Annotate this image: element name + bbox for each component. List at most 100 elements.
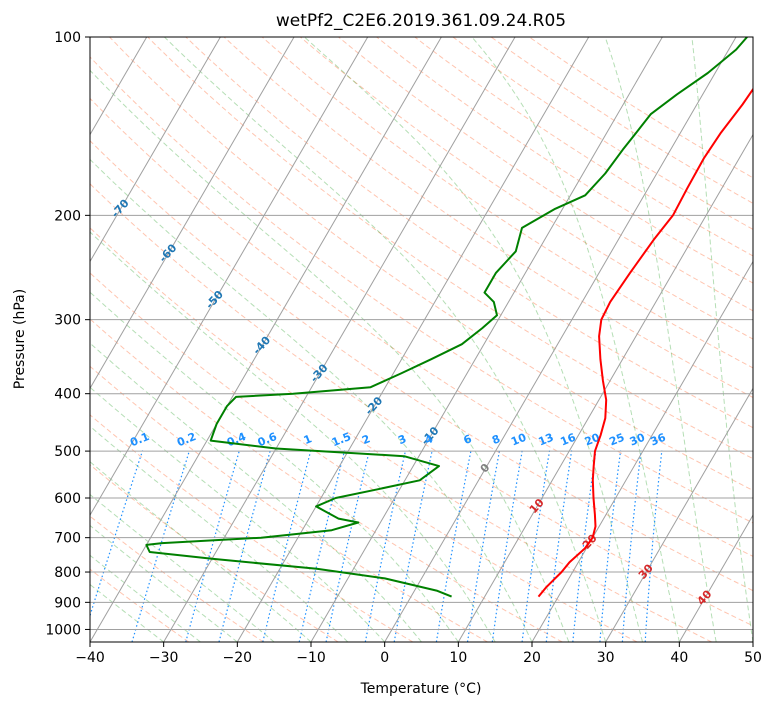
isotherm-line bbox=[163, 37, 516, 642]
mixing-ratio-line bbox=[521, 450, 551, 642]
y-tick-label: 1000 bbox=[45, 622, 81, 638]
isobars bbox=[90, 37, 753, 630]
dry-adiabat-line bbox=[490, 37, 753, 204]
dry-adiabat-line bbox=[147, 37, 753, 460]
dry-adiabat-line bbox=[90, 140, 753, 592]
x-tick-label: −20 bbox=[223, 650, 253, 666]
dry-adiabat-line bbox=[109, 37, 753, 492]
mixing-ratio-lines bbox=[90, 450, 663, 642]
mixing-ratio-line bbox=[131, 450, 191, 642]
mixing-ratio-label: 1 bbox=[302, 432, 314, 447]
dry-adiabat-line bbox=[90, 318, 563, 642]
moist-adiabat-line bbox=[164, 37, 607, 642]
x-tick-label: 10 bbox=[449, 650, 467, 666]
moist-adiabat-line bbox=[90, 231, 496, 642]
y-axis-label: Pressure (hPa) bbox=[12, 289, 28, 389]
plot-frame bbox=[89, 36, 754, 643]
chart-title: wetPf2_C2E6.2019.361.09.24.R05 bbox=[276, 11, 566, 31]
mixing-ratio-line bbox=[572, 450, 597, 642]
isotherm-line bbox=[678, 514, 753, 642]
mixing-ratio-label: 16 bbox=[559, 431, 578, 449]
moist-adiabat-line bbox=[691, 37, 753, 642]
x-tick-label: 0 bbox=[380, 650, 389, 666]
isotherm-line bbox=[605, 387, 753, 642]
dry-adiabat-line bbox=[90, 272, 638, 642]
mixing-ratio-line bbox=[644, 450, 663, 642]
y-tick-label: 200 bbox=[54, 208, 81, 224]
isotherm-line bbox=[90, 37, 442, 642]
isotherm-line bbox=[90, 37, 221, 263]
dry-adiabat-line bbox=[261, 37, 753, 369]
isotherm-line bbox=[90, 37, 295, 390]
mixing-ratio-line bbox=[599, 450, 622, 642]
moist-adiabat-line bbox=[90, 69, 570, 642]
moist-adiabat-line bbox=[604, 37, 717, 642]
mixing-ratio-line bbox=[621, 450, 642, 642]
mixing-ratio-line bbox=[262, 450, 312, 642]
mixing-ratio-label: 2 bbox=[360, 432, 372, 447]
moist-adiabat-line bbox=[90, 158, 533, 642]
dry-adiabat-line bbox=[338, 37, 753, 312]
mixing-ratio-line bbox=[325, 450, 370, 642]
mixing-ratio-label: 13 bbox=[536, 431, 555, 449]
temperature-profile-line bbox=[537, 87, 753, 598]
y-tick-label: 900 bbox=[54, 595, 81, 611]
profile-series bbox=[145, 37, 753, 598]
dry-adiabat-line bbox=[223, 37, 753, 399]
isotherm-line bbox=[457, 133, 753, 642]
x-axis-label: Temperature (°C) bbox=[360, 681, 482, 697]
x-tick-label: 20 bbox=[523, 650, 541, 666]
mixing-ratio-label: 25 bbox=[607, 431, 626, 449]
y-tick-label: 800 bbox=[54, 565, 81, 581]
x-tick-label: 40 bbox=[670, 650, 688, 666]
x-tick-label: −10 bbox=[296, 650, 326, 666]
dry-adiabat-line bbox=[90, 97, 753, 557]
isotherm-line bbox=[90, 37, 369, 517]
mixing-ratio-line bbox=[185, 450, 240, 642]
y-tick-label: 400 bbox=[54, 387, 81, 403]
moist-adiabat-line bbox=[90, 583, 164, 642]
dewpoint-profile-line bbox=[145, 37, 748, 598]
y-tick-label: 500 bbox=[54, 444, 81, 460]
x-axis: −40 −30 −20 −10 0 10 20 30 40 50 bbox=[75, 642, 762, 666]
y-tick-label: 300 bbox=[54, 313, 81, 329]
dry-adiabat-line bbox=[90, 414, 414, 642]
mixing-ratio-line bbox=[435, 450, 472, 642]
mixing-ratio-label: 8 bbox=[490, 432, 502, 447]
mixing-ratio-label: 10 bbox=[509, 431, 528, 449]
isotherms bbox=[90, 37, 753, 642]
moist-adiabat-line bbox=[90, 291, 459, 642]
dry-adiabat-line bbox=[452, 37, 753, 230]
dry-adiabat-line bbox=[90, 227, 712, 642]
moist-adiabat-line bbox=[90, 342, 422, 642]
mixing-ratio-line bbox=[491, 450, 523, 642]
x-tick-label: 30 bbox=[597, 650, 615, 666]
x-tick-label: −30 bbox=[149, 650, 179, 666]
isotherm-line bbox=[384, 37, 737, 642]
mixing-ratio-line bbox=[90, 450, 144, 618]
mixing-ratio-line bbox=[298, 450, 346, 642]
mixing-ratio-label: 36 bbox=[649, 431, 668, 449]
y-tick-label: 100 bbox=[54, 30, 81, 46]
mixing-ratio-line bbox=[393, 450, 433, 642]
mixing-ratio-label: 30 bbox=[628, 431, 647, 449]
plot-area: -100-90-80-70-60-50-40-30-20-10010203040… bbox=[90, 37, 753, 642]
isotherm-line bbox=[310, 37, 663, 642]
moist-adiabat-line bbox=[90, 386, 386, 642]
dry-adiabat-line bbox=[90, 56, 753, 524]
dry-adiabat-line bbox=[185, 37, 753, 429]
mixing-ratio-line bbox=[466, 450, 501, 642]
mixing-ratio-label: 3 bbox=[396, 432, 408, 447]
y-axis: 100 200 300 400 500 600 700 800 900 1000 bbox=[45, 30, 90, 638]
y-tick-label: 600 bbox=[54, 491, 81, 507]
isotherm-line bbox=[236, 37, 590, 642]
y-tick-label: 700 bbox=[54, 531, 81, 547]
moist-adiabat-line bbox=[304, 37, 643, 642]
mixing-ratio-line bbox=[364, 450, 407, 642]
x-tick-label: 50 bbox=[744, 650, 762, 666]
mixing-ratio-line bbox=[218, 450, 271, 642]
moist-adiabat-line bbox=[471, 37, 680, 642]
dry-adiabat-line bbox=[376, 37, 753, 284]
